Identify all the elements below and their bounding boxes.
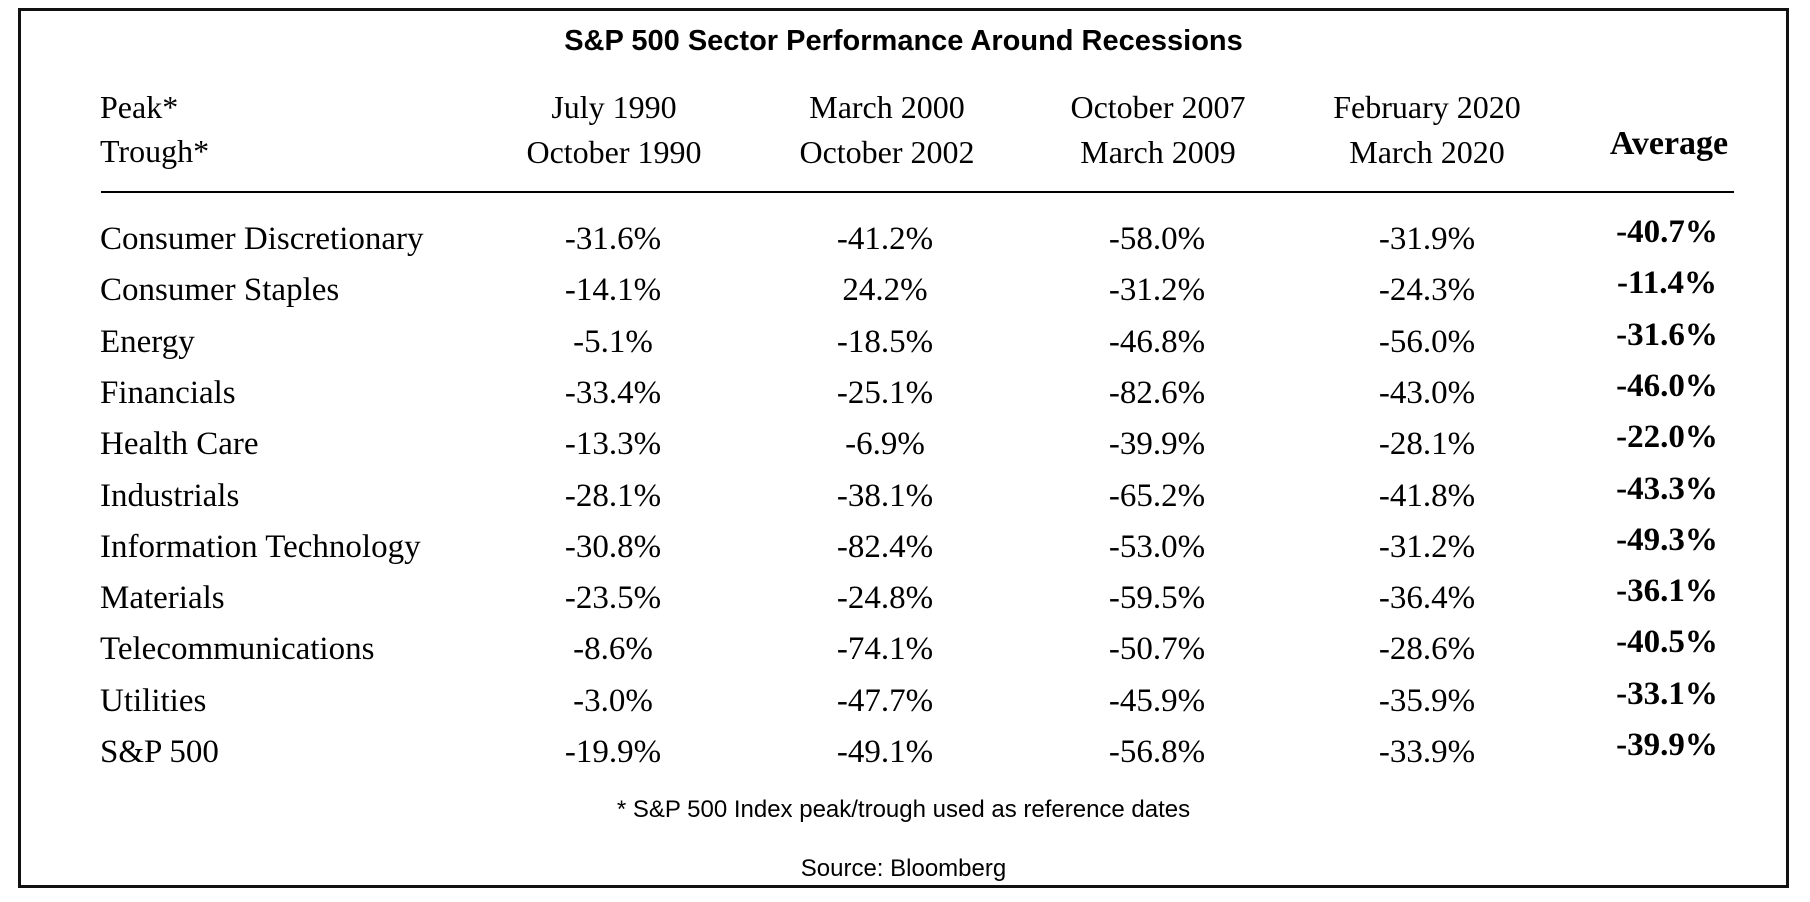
average-cell: -33.1% [1616,675,1718,712]
table-cell: -25.1% [836,374,934,411]
average-cell: -22.0% [1616,419,1718,456]
row-label: Consumer Staples [100,272,340,309]
table-cell: -31.2% [1378,528,1476,565]
column-peak-date: February 2020 [1333,89,1521,125]
column-trough-date: October 1990 [526,134,702,170]
table-cell: -14.1% [564,272,662,309]
table-cell: -28.1% [1378,426,1476,463]
column-peak-date: July 1990 [551,89,677,125]
table-cell: -8.6% [573,631,653,668]
average-cell: -11.4% [1617,265,1717,302]
row-label: Materials [100,580,225,617]
table-cell: -18.5% [836,323,934,360]
column-header-2000: March 2000 October 2002 [737,85,1037,175]
header-divider [101,191,1734,193]
table-cell: -30.8% [564,528,662,565]
row-label: Health Care [100,426,259,463]
table-frame: S&P 500 Sector Performance Around Recess… [18,8,1789,888]
table-cell: -46.8% [1108,323,1206,360]
row-label: Energy [100,323,195,360]
table-cell: -38.1% [836,477,934,514]
column-trough-date: March 2020 [1349,134,1505,170]
table-cell: -23.5% [564,580,662,617]
table-title: S&P 500 Sector Performance Around Recess… [564,25,1243,57]
table-cell: -59.5% [1108,580,1206,617]
row-label: Information Technology [100,528,421,565]
table-cell: -36.4% [1378,580,1476,617]
row-label: Telecommunications [100,631,375,668]
table-cell: -24.8% [836,580,934,617]
table-cell: -53.0% [1108,528,1206,565]
table-cell: -31.9% [1378,221,1476,257]
table-cell: -58.0% [1108,221,1206,257]
table-cell: -41.8% [1378,477,1476,514]
table-cell: -45.9% [1108,682,1206,719]
average-cell: -39.9% [1616,727,1718,763]
column-peak-date: October 2007 [1070,89,1246,125]
column-header-2020: February 2020 March 2020 [1277,85,1577,175]
table-cell: -47.7% [836,682,934,719]
peak-header-label: Peak* [100,89,179,125]
table-cell: -50.7% [1108,631,1206,668]
table-cell: -35.9% [1378,682,1476,719]
table-cell: -28.1% [564,477,662,514]
table-cell: -56.8% [1108,734,1206,770]
table-cell: -82.6% [1108,374,1206,411]
table-cell: -13.3% [564,426,662,463]
column-trough-date: March 2009 [1080,134,1236,170]
row-label: Utilities [100,682,207,719]
table-cell: -33.4% [564,374,662,411]
table-cell: -43.0% [1378,374,1476,411]
row-label: Consumer Discretionary [100,221,424,257]
column-trough-date: October 2002 [799,134,975,170]
table-cell: -19.9% [564,734,662,770]
table-cell: -65.2% [1108,477,1206,514]
column-header-1990: July 1990 October 1990 [464,85,764,175]
trough-header-label: Trough* [100,133,210,169]
table-cell: -49.1% [836,734,934,770]
column-peak-date: March 2000 [809,89,965,125]
table-cell: -3.0% [573,682,653,719]
average-cell: -43.3% [1616,470,1718,507]
table-cell: -24.3% [1378,272,1476,309]
table-cell: -33.9% [1378,734,1476,770]
column-header-2007: October 2007 March 2009 [1008,85,1308,175]
table-cell: -6.9% [845,426,925,463]
row-label: Industrials [100,477,240,514]
average-column-header: Average [1609,125,1729,162]
average-cell: -49.3% [1616,521,1718,558]
table-cell: -5.1% [573,323,653,360]
footnote: * S&P 500 Index peak/trough used as refe… [616,796,1191,823]
table-cell: -28.6% [1378,631,1476,668]
table-cell: -82.4% [836,528,934,565]
table-cell: -31.2% [1108,272,1206,309]
average-cell: -46.0% [1616,367,1718,404]
average-cell: -36.1% [1616,573,1718,610]
average-cell: -40.7% [1616,214,1718,250]
average-cell: -40.5% [1616,624,1718,661]
average-cell: -31.6% [1616,316,1718,353]
source-note: Source: Bloomberg [800,855,1007,882]
row-label: Financials [100,374,236,411]
table-cell: 24.2% [842,272,928,309]
table-cell: -39.9% [1108,426,1206,463]
table-cell: -31.6% [564,221,662,257]
row-label: S&P 500 [100,734,219,770]
table-cell: -41.2% [836,221,934,257]
table-cell: -74.1% [836,631,934,668]
table-cell: -56.0% [1378,323,1476,360]
